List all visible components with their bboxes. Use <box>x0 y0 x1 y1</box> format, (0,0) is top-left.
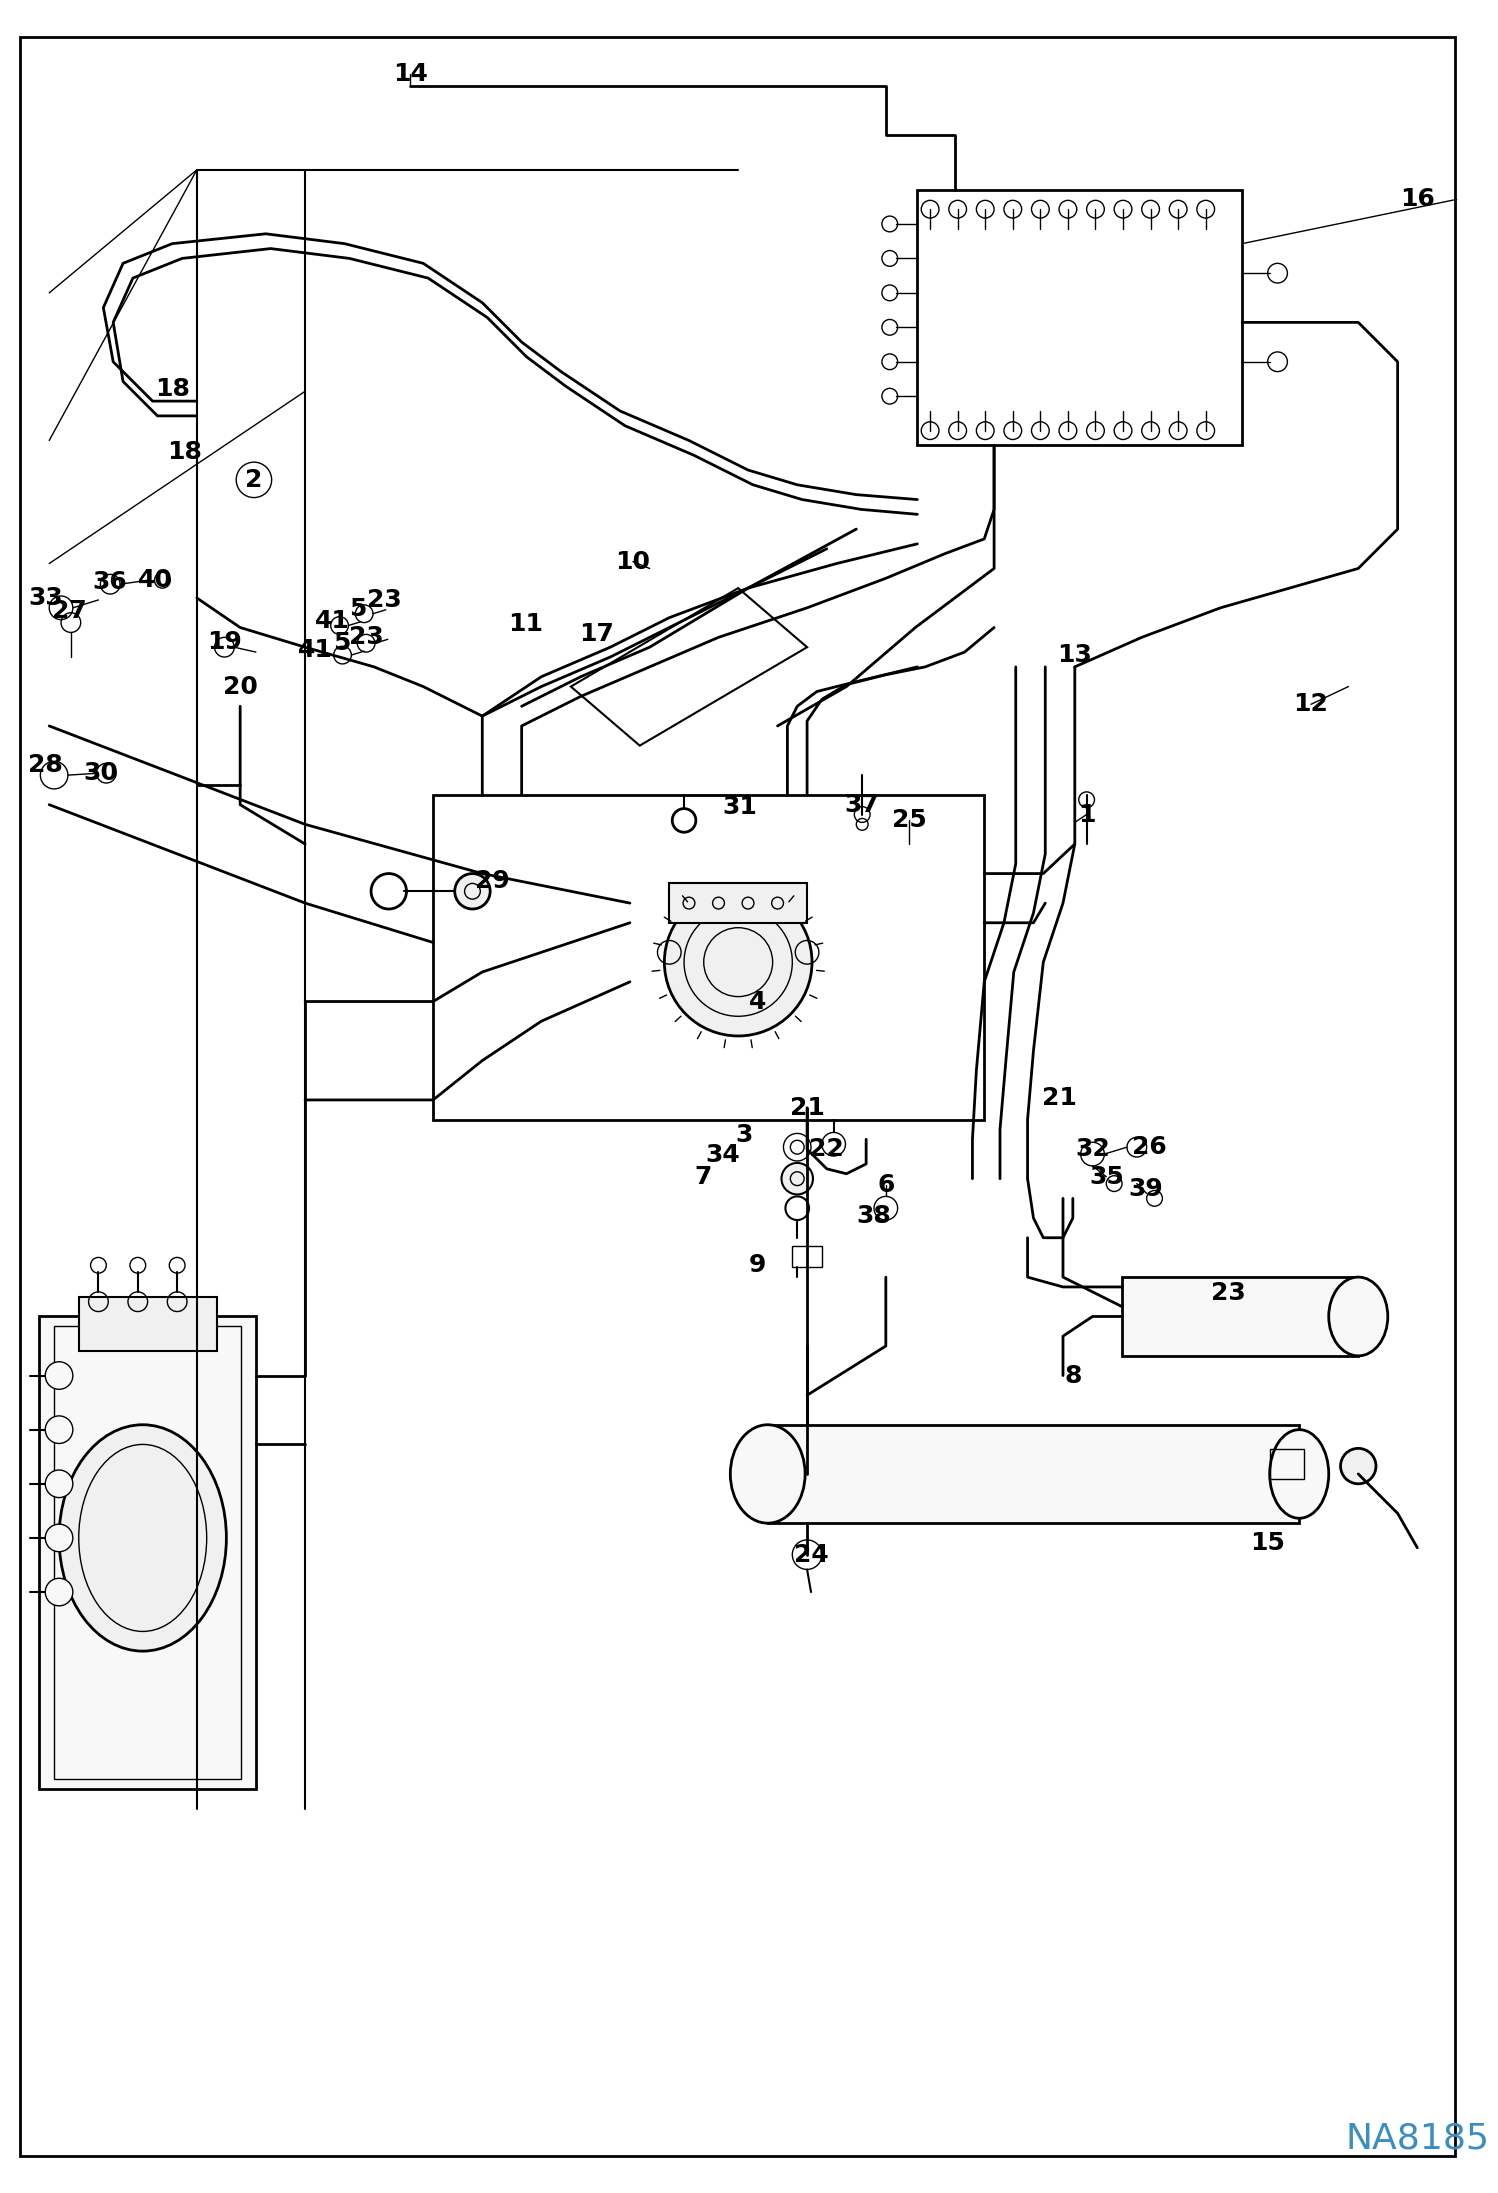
Text: 9: 9 <box>749 1252 767 1276</box>
Bar <box>792 1246 822 1268</box>
Bar <box>79 1296 217 1351</box>
Bar <box>767 1425 1299 1524</box>
Text: 5: 5 <box>349 596 366 621</box>
Circle shape <box>45 1469 73 1498</box>
Bar <box>670 884 807 923</box>
Text: 11: 11 <box>508 612 544 636</box>
Circle shape <box>1341 1447 1377 1485</box>
Text: 18: 18 <box>168 441 202 465</box>
Text: 24: 24 <box>794 1542 828 1566</box>
Text: 40: 40 <box>138 568 172 592</box>
Text: 37: 37 <box>845 792 879 816</box>
Text: 33: 33 <box>28 586 63 610</box>
Text: 41: 41 <box>315 610 351 632</box>
Text: 4: 4 <box>749 989 767 1013</box>
Bar <box>39 1316 256 1789</box>
Text: 14: 14 <box>392 61 428 86</box>
Ellipse shape <box>1329 1276 1387 1355</box>
Text: 25: 25 <box>893 809 927 833</box>
Text: 29: 29 <box>475 868 509 893</box>
Text: 13: 13 <box>1058 643 1092 667</box>
Text: 23: 23 <box>349 625 383 649</box>
Text: 26: 26 <box>1132 1136 1167 1160</box>
Text: 8: 8 <box>1064 1364 1082 1388</box>
Text: 15: 15 <box>1251 1531 1285 1555</box>
Text: 20: 20 <box>223 675 258 700</box>
Bar <box>1122 1276 1359 1355</box>
Text: 39: 39 <box>1128 1175 1162 1200</box>
Text: 23: 23 <box>1210 1281 1246 1305</box>
Bar <box>54 1327 241 1779</box>
Circle shape <box>45 1362 73 1390</box>
Text: 32: 32 <box>1076 1138 1110 1160</box>
Text: 31: 31 <box>722 794 758 818</box>
Text: 21: 21 <box>1041 1086 1077 1110</box>
Text: 38: 38 <box>857 1204 891 1228</box>
Text: 22: 22 <box>809 1138 845 1160</box>
Text: 41: 41 <box>298 638 333 662</box>
Bar <box>1270 1450 1305 1478</box>
Text: 21: 21 <box>789 1096 824 1121</box>
Circle shape <box>665 888 812 1035</box>
Text: 1: 1 <box>1079 803 1095 827</box>
Text: 5: 5 <box>333 632 351 656</box>
Circle shape <box>45 1579 73 1605</box>
Text: 36: 36 <box>93 570 127 594</box>
Text: 17: 17 <box>580 623 614 647</box>
Text: 10: 10 <box>616 550 650 575</box>
Text: 18: 18 <box>154 377 190 401</box>
Text: 12: 12 <box>1294 693 1329 717</box>
Text: 28: 28 <box>28 754 63 776</box>
Ellipse shape <box>731 1425 804 1524</box>
Circle shape <box>782 1162 813 1195</box>
Ellipse shape <box>58 1425 226 1651</box>
Text: 2: 2 <box>246 467 262 491</box>
Text: 34: 34 <box>706 1143 740 1167</box>
Circle shape <box>45 1417 73 1443</box>
Ellipse shape <box>1270 1430 1329 1518</box>
Text: 3: 3 <box>736 1123 753 1147</box>
Text: 23: 23 <box>367 588 403 612</box>
Text: 19: 19 <box>207 629 241 654</box>
Circle shape <box>455 873 490 910</box>
Bar <box>433 794 984 1121</box>
Text: 6: 6 <box>878 1173 894 1197</box>
Text: 30: 30 <box>82 761 118 785</box>
Circle shape <box>45 1524 73 1553</box>
Text: 16: 16 <box>1401 186 1435 211</box>
Text: 7: 7 <box>694 1164 712 1189</box>
Text: 35: 35 <box>1089 1164 1124 1189</box>
Bar <box>917 189 1242 445</box>
Text: 27: 27 <box>51 599 87 623</box>
Text: NA8185: NA8185 <box>1345 2121 1489 2156</box>
